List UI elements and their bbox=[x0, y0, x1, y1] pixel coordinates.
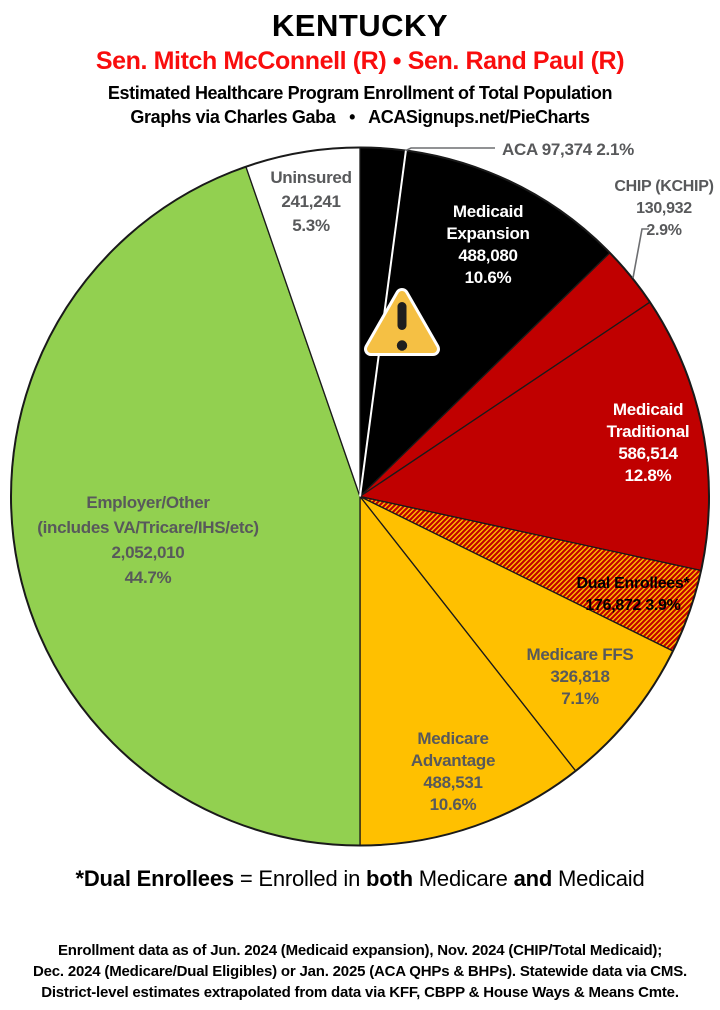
medicare-advantage-label: Medicare Advantage 488,531 10.6% bbox=[393, 728, 513, 816]
source-note-line3: District-level estimates extrapolated fr… bbox=[41, 984, 679, 1001]
chart-description: Estimated Healthcare Program Enrollment … bbox=[107, 83, 613, 103]
dual-enrollees-label: Dual Enrollees* 176,872 3.9% bbox=[548, 573, 718, 617]
label-value: 2,052,010 bbox=[111, 543, 185, 562]
medicaid-expansion-label: Medicaid Expansion 488,080 10.6% bbox=[423, 201, 553, 289]
page-title: KENTUCKY bbox=[271, 8, 449, 43]
label-pct: 5.3% bbox=[292, 216, 330, 235]
label-value: 326,818 bbox=[550, 667, 610, 686]
source-note-line2: Dec. 2024 (Medicare/Dual Eligibles) or J… bbox=[33, 963, 687, 980]
label-pct: 3.9% bbox=[645, 597, 681, 614]
footnote-text: = Enrolled in bbox=[233, 866, 367, 891]
chip-label: CHIP (KCHIP) 130,932 2.9% bbox=[589, 176, 720, 242]
label-name: Medicare Advantage bbox=[410, 729, 496, 770]
label-pct: 12.8% bbox=[624, 466, 672, 485]
dual-enrollees-footnote: *Dual Enrollees = Enrolled in both Medic… bbox=[0, 866, 720, 892]
aca-leader-line bbox=[405, 147, 495, 152]
label-pct: 2.9% bbox=[646, 222, 682, 239]
warning-icon bbox=[364, 288, 440, 356]
label-name: CHIP (KCHIP) bbox=[614, 178, 714, 195]
label-name: Employer/Other bbox=[86, 493, 210, 512]
label-pct: 10.6% bbox=[464, 268, 512, 287]
label-value: 130,932 bbox=[636, 200, 692, 217]
footnote-bold-both: both bbox=[366, 866, 413, 891]
label-detail: (includes VA/Tricare/IHS/etc) bbox=[37, 518, 259, 537]
chip-leader-line bbox=[632, 228, 649, 279]
label-value: 241,241 bbox=[281, 192, 341, 211]
source-note-line1: Enrollment data as of Jun. 2024 (Medicai… bbox=[57, 942, 663, 959]
senators-subtitle: Sen. Mitch McConnell (R) • Sen. Rand Pau… bbox=[95, 47, 625, 75]
aca-label: ACA 97,374 2.1% bbox=[502, 139, 720, 161]
footnote-lead: *Dual Enrollees bbox=[75, 866, 235, 891]
label-name: Uninsured bbox=[270, 168, 352, 187]
medicaid-traditional-label: Medicaid Traditional 586,514 12.8% bbox=[583, 399, 713, 487]
warning-exclamation-dot bbox=[396, 340, 408, 351]
label-value: 488,531 bbox=[423, 773, 483, 792]
pie-outer-rim bbox=[10, 146, 710, 847]
label-pct: 2.1% bbox=[596, 140, 634, 159]
label-value: 97,374 bbox=[541, 140, 593, 159]
credit-line: Graphs via Charles Gaba • ACASignups.net… bbox=[130, 107, 590, 127]
footnote-bold-and: and bbox=[513, 866, 553, 891]
employer-other-label: Employer/Other (includes VA/Tricare/IHS/… bbox=[3, 490, 293, 590]
label-name: Medicaid Traditional bbox=[606, 400, 690, 441]
label-value-pct: 176,872 3.9% bbox=[548, 595, 718, 617]
label-pct: 7.1% bbox=[561, 689, 599, 708]
footnote-text: Medicare bbox=[412, 866, 514, 891]
footnote-text: Medicaid bbox=[552, 866, 645, 891]
label-value: 176,872 bbox=[585, 597, 642, 614]
label-value: 586,514 bbox=[618, 444, 678, 463]
medicare-ffs-label: Medicare FFS 326,818 7.1% bbox=[505, 644, 655, 710]
label-name: Dual Enrollees* bbox=[576, 575, 690, 592]
label-value: 488,080 bbox=[458, 246, 518, 265]
label-pct: 10.6% bbox=[429, 795, 477, 814]
label-name: Medicare FFS bbox=[526, 645, 634, 664]
uninsured-label: Uninsured 241,241 5.3% bbox=[231, 166, 391, 238]
label-pct: 44.7% bbox=[124, 568, 172, 587]
label-name: ACA bbox=[502, 140, 538, 159]
label-name: Medicaid Expansion bbox=[446, 202, 530, 243]
warning-exclamation-bar bbox=[397, 302, 407, 330]
